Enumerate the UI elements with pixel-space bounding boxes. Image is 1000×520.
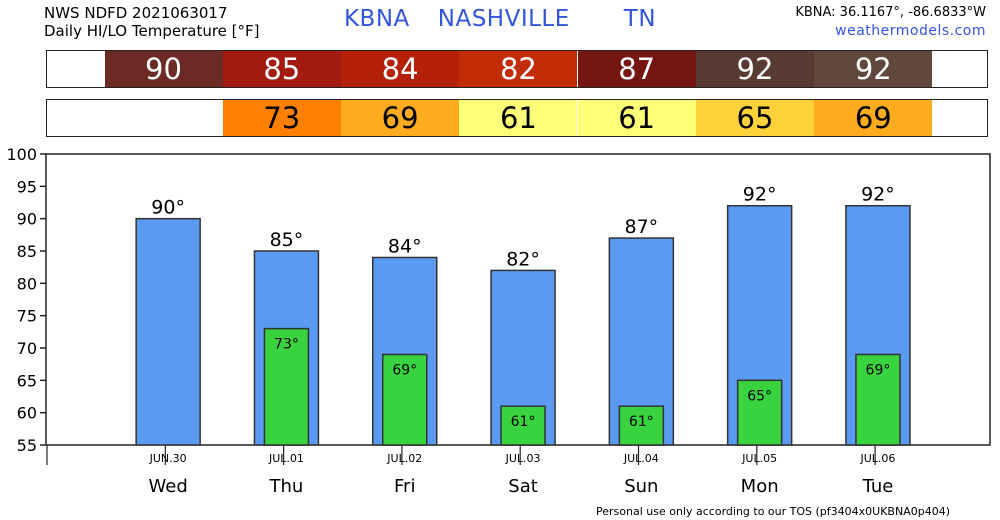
hi-bar-label-2: 84° (388, 235, 422, 257)
lo-bar-5 (736, 379, 783, 446)
lo-bar-label-1: 73° (274, 337, 299, 353)
hi-cell-1: 85 (222, 51, 341, 87)
lo-bar-2 (382, 353, 428, 446)
y-tick-label-4: 75 (17, 307, 37, 326)
hi-cell-3: 82 (459, 51, 578, 87)
y-tick-label-8: 95 (17, 177, 37, 196)
day-label-3: Sat (508, 476, 538, 497)
hi-bar-label-6: 92° (861, 184, 895, 206)
lo-cell-4: 61 (577, 100, 696, 136)
product-subtitle: Daily HI/LO Temperature [°F] (44, 22, 260, 40)
y-tick-label-7: 90 (17, 210, 37, 229)
lo-cell-0 (104, 100, 223, 136)
lo-bar-3 (500, 405, 546, 446)
hi-cell-6: 92 (814, 51, 933, 87)
lo-bar-4 (618, 405, 665, 446)
y-tick-label-9: 100 (6, 145, 37, 164)
hi-bar-label-1: 85° (270, 229, 304, 251)
header-right: KBNA: 36.1167°, -86.6833°W weathermodels… (795, 4, 986, 41)
lo-cell-3: 61 (459, 100, 578, 136)
day-label-1: Thu (269, 476, 304, 497)
hi-bar-label-5: 92° (743, 184, 777, 206)
hi-cell-2: 84 (341, 51, 460, 87)
lo-bar-label-5: 65° (747, 388, 772, 404)
y-tick-label-5: 80 (17, 274, 37, 293)
day-label-6: Tue (862, 476, 894, 497)
date-label-0: JUN.30 (149, 452, 187, 465)
lo-cell-6: 69 (814, 100, 933, 136)
header-left: NWS NDFD 2021063017 Daily HI/LO Temperat… (44, 4, 260, 40)
lo-cell-5: 65 (696, 100, 814, 136)
date-label-3: JUL.03 (505, 452, 541, 465)
lo-cell-2: 69 (341, 100, 460, 136)
day-label-5: Mon (741, 476, 779, 497)
lo-bar-label-2: 69° (392, 362, 417, 378)
date-label-6: JUL.06 (859, 452, 895, 465)
y-tick-label-0: 55 (17, 436, 37, 455)
lo-bar-label-6: 69° (866, 362, 891, 378)
product-title: NWS NDFD 2021063017 (44, 4, 228, 22)
date-label-4: JUL.04 (623, 452, 659, 465)
lo-temperature-strip: 73 69 61 61 65 69 (46, 99, 988, 137)
hi-cell-4: 87 (577, 51, 696, 87)
lo-cell-1: 73 (222, 100, 341, 136)
lo-bar-label-4: 61° (629, 414, 654, 430)
footer-note: Personal use only according to our TOS (… (596, 505, 950, 518)
y-tick-label-3: 70 (17, 339, 37, 358)
site-link[interactable]: weathermodels.com (835, 23, 986, 39)
hi-bar-label-0: 90° (151, 197, 185, 219)
hi-bar-label-4: 87° (625, 216, 659, 238)
lo-bar-6 (855, 353, 901, 446)
day-label-4: Sun (624, 476, 658, 497)
y-tick-label-1: 60 (17, 404, 37, 423)
y-tick-label-2: 65 (17, 371, 37, 390)
hi-cell-5: 92 (696, 51, 814, 87)
date-label-5: JUL.05 (741, 452, 777, 465)
lo-bar-label-3: 61° (511, 414, 536, 430)
day-label-0: Wed (149, 476, 188, 497)
day-label-2: Fri (394, 476, 415, 497)
hi-cell-0: 90 (104, 51, 223, 87)
hi-temperature-strip: 90 85 84 82 87 92 92 (46, 50, 988, 88)
date-label-2: JUL.02 (386, 452, 422, 465)
lo-bar-1 (263, 327, 310, 446)
hi-bar-0 (135, 217, 201, 446)
y-tick-label-6: 85 (17, 242, 37, 261)
date-label-1: JUL.01 (268, 452, 304, 465)
station-coords: KBNA: 36.1167°, -86.6833°W (795, 5, 986, 20)
hi-bar-label-3: 82° (506, 248, 540, 270)
